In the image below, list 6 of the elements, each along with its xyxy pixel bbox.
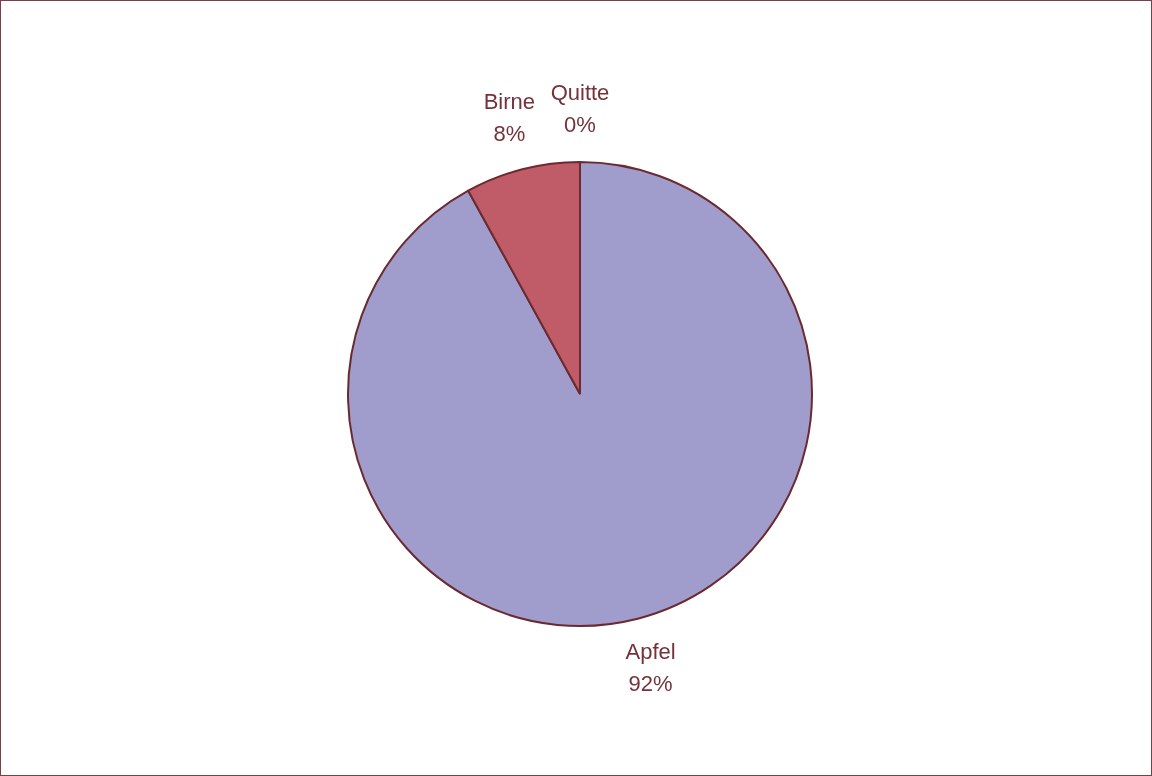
data-label: 92% xyxy=(628,671,673,697)
data-label: 8% xyxy=(493,120,526,146)
category-label: Quitte xyxy=(550,80,610,106)
slice-label: Birne xyxy=(483,88,536,114)
slice-label: Apfel xyxy=(625,639,676,665)
text: 0% xyxy=(564,112,596,138)
